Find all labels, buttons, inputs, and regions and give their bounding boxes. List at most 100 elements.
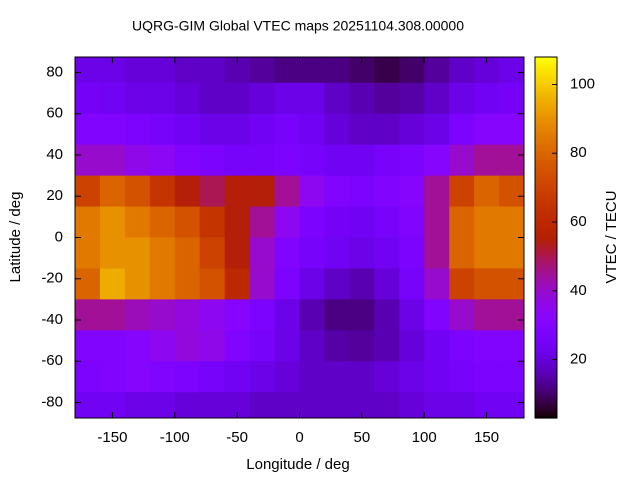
colorbar-step bbox=[535, 96, 557, 100]
heat-cell bbox=[499, 361, 524, 393]
x-axis-label: Longitude / deg bbox=[246, 456, 349, 473]
colorbar-step bbox=[535, 219, 557, 224]
colorbar-step bbox=[535, 156, 557, 160]
heat-cell bbox=[299, 361, 325, 393]
colorbar-frame bbox=[534, 56, 558, 419]
heat-cell bbox=[374, 144, 400, 177]
heat-cell bbox=[449, 82, 475, 115]
heat-cell bbox=[124, 361, 151, 393]
heat-cell bbox=[499, 57, 524, 84]
heat-cell bbox=[99, 144, 126, 177]
colorbar-step bbox=[535, 369, 557, 374]
heat-cell bbox=[224, 237, 251, 269]
colorbar-step bbox=[535, 114, 557, 118]
colorbar-step bbox=[535, 312, 557, 317]
colorbar-label: VTEC / TECU bbox=[603, 190, 620, 283]
heat-cell bbox=[399, 206, 425, 238]
heat-cell bbox=[124, 82, 151, 115]
heat-cell bbox=[299, 175, 325, 208]
heat-cell bbox=[224, 175, 251, 208]
heat-cell bbox=[474, 268, 500, 300]
y-tick-label: 60 bbox=[46, 105, 63, 122]
colorbar-step bbox=[535, 186, 557, 190]
colorbar-step bbox=[535, 297, 557, 302]
colorbar-step bbox=[535, 414, 557, 419]
heat-cell bbox=[349, 144, 375, 177]
heat-cell bbox=[299, 206, 325, 238]
heat-cell bbox=[75, 113, 101, 146]
heat-cell bbox=[174, 299, 201, 331]
colorbar-step bbox=[535, 267, 557, 272]
colorbar-step bbox=[535, 405, 557, 410]
heat-cell bbox=[249, 175, 276, 208]
colorbar-step bbox=[535, 198, 557, 202]
heat-cell bbox=[124, 175, 151, 208]
heat-cell bbox=[349, 206, 375, 238]
heat-cell bbox=[174, 175, 201, 208]
colorbar-step bbox=[535, 378, 557, 383]
heat-cell bbox=[299, 57, 325, 84]
heat-cell bbox=[249, 144, 276, 177]
heat-cell bbox=[249, 82, 276, 115]
heat-cell bbox=[474, 206, 500, 238]
heat-cell bbox=[249, 268, 276, 300]
heat-cell bbox=[499, 82, 524, 115]
heat-cell bbox=[274, 392, 300, 418]
colorbar-step bbox=[535, 105, 557, 109]
heat-cell bbox=[374, 330, 400, 362]
heat-cell bbox=[449, 237, 475, 269]
colorbar-step bbox=[535, 336, 557, 341]
heat-cell bbox=[75, 57, 101, 84]
colorbar-step bbox=[535, 135, 557, 139]
heat-cell bbox=[224, 206, 251, 238]
colorbar-step bbox=[535, 192, 557, 196]
heatmap bbox=[75, 57, 524, 418]
colorbar-step bbox=[535, 309, 557, 314]
heat-cell bbox=[399, 113, 425, 146]
heat-cell bbox=[249, 361, 276, 393]
heat-cell bbox=[149, 113, 176, 146]
colorbar-step bbox=[535, 234, 557, 239]
heat-cell bbox=[424, 361, 450, 393]
colorbar-step bbox=[535, 351, 557, 356]
heat-cell bbox=[424, 175, 450, 208]
colorbar-step bbox=[535, 357, 557, 362]
colorbar-step bbox=[535, 393, 557, 398]
heat-cell bbox=[399, 361, 425, 393]
heat-cell bbox=[75, 175, 101, 208]
heat-cell bbox=[474, 299, 500, 331]
heat-cell bbox=[99, 237, 126, 269]
colorbar-step bbox=[535, 390, 557, 395]
colorbar-step bbox=[535, 84, 557, 88]
heat-cell bbox=[399, 299, 425, 331]
colorbar-step bbox=[535, 237, 557, 242]
heat-cell bbox=[424, 113, 450, 146]
heat-cell bbox=[99, 113, 126, 146]
heat-cell bbox=[249, 330, 276, 362]
heat-cell bbox=[274, 206, 300, 238]
heat-cell bbox=[299, 392, 325, 418]
heat-cell bbox=[299, 299, 325, 331]
heat-cell bbox=[249, 299, 276, 331]
heat-cell bbox=[99, 206, 126, 238]
heat-cell bbox=[499, 268, 524, 300]
colorbar-step bbox=[535, 396, 557, 401]
colorbar-step bbox=[535, 246, 557, 251]
heat-cell bbox=[174, 361, 201, 393]
colorbar-step bbox=[535, 159, 557, 163]
x-tick-label: -150 bbox=[97, 429, 127, 446]
colorbar-step bbox=[535, 387, 557, 392]
colorbar-step bbox=[535, 183, 557, 187]
colorbar-step bbox=[535, 210, 557, 215]
heat-cell bbox=[174, 113, 201, 146]
colorbar-step bbox=[535, 360, 557, 365]
heat-cell bbox=[424, 299, 450, 331]
x-tick-label: -50 bbox=[226, 429, 248, 446]
colorbar-step bbox=[535, 138, 557, 142]
heat-cell bbox=[149, 175, 176, 208]
heat-cell bbox=[499, 237, 524, 269]
heat-cell bbox=[124, 144, 151, 177]
colorbar-step bbox=[535, 294, 557, 299]
heat-cell bbox=[75, 237, 101, 269]
heat-cell bbox=[424, 237, 450, 269]
